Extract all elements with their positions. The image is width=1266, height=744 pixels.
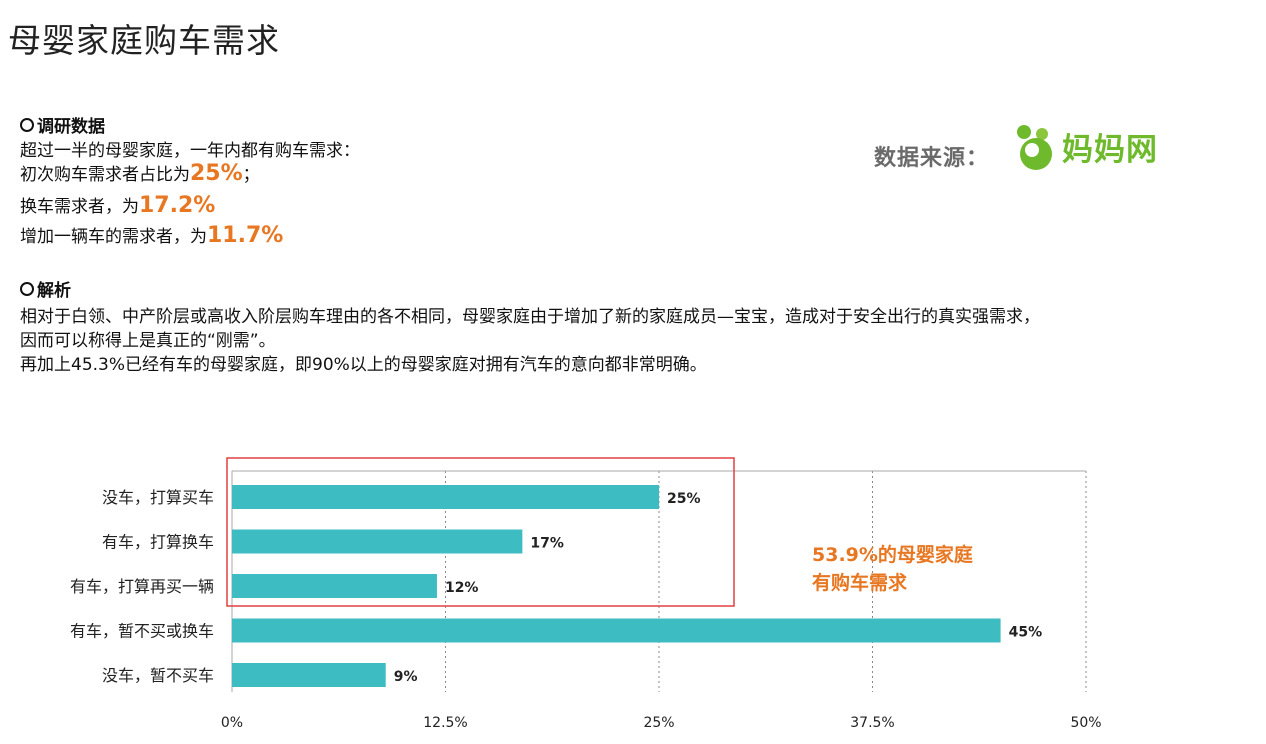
survey-line-2-prefix: 初次购车需求者占比为 — [20, 165, 190, 185]
category-label: 有车，打算再买一辆 — [70, 577, 214, 596]
data-label: 12% — [445, 580, 479, 596]
note-line-2: 有购车需求 — [812, 572, 908, 594]
chart-x-ticks: 0% 12.5% 25% 37.5% 50% — [221, 715, 1102, 731]
x-tick-label: 0% — [221, 715, 243, 731]
chart-bars — [232, 485, 1001, 687]
category-label: 没车，打算买车 — [102, 488, 214, 507]
logo-text: 妈妈网 — [1062, 132, 1158, 168]
survey-line-3-prefix: 换车需求者，为 — [20, 197, 139, 217]
survey-heading: 调研数据 — [20, 112, 105, 137]
chart-data-labels: 25% 17% 12% 45% 9% — [394, 491, 1042, 685]
x-tick-label: 50% — [1070, 715, 1101, 731]
survey-line-4-value: 11.7% — [207, 223, 284, 248]
data-label: 17% — [530, 536, 564, 552]
analysis-line-1: 相对于白领、中产阶层或高收入阶层购车理由的各不相同，母婴家庭由于增加了新的家庭成… — [20, 307, 1040, 327]
mamawang-logo-icon — [1017, 125, 1052, 170]
survey-line-3: 换车需求者，为17.2% — [20, 192, 215, 218]
bar-chart: 没车，打算买车有车，打算换车有车，打算再买一辆有车，暂不买或换车没车，暂不买车 … — [70, 457, 1102, 731]
page-title: 母婴家庭购车需求 — [8, 21, 280, 60]
highlight-box — [226, 457, 735, 607]
category-label: 有车，打算换车 — [102, 533, 214, 552]
bar — [232, 618, 1001, 643]
analysis-line-2: 因而可以称得上是真正的“刚需”。 — [20, 331, 276, 351]
note-line-1: 53.9%的母婴家庭 — [812, 544, 973, 566]
bar — [232, 529, 523, 554]
bar — [232, 663, 386, 687]
category-label: 有车，暂不买或换车 — [70, 622, 214, 641]
survey-line-2: 初次购车需求者占比为25%； — [20, 160, 260, 186]
data-label: 25% — [667, 491, 701, 507]
circle-bullet-icon — [20, 281, 34, 296]
data-source-label: 数据来源： — [874, 146, 990, 171]
survey-line-1: 超过一半的母婴家庭，一年内都有购车需求： — [20, 141, 360, 161]
x-tick-label: 25% — [643, 715, 674, 731]
x-tick-label: 37.5% — [850, 715, 894, 731]
survey-line-3-value: 17.2% — [139, 193, 216, 218]
category-label: 没车，暂不买车 — [102, 666, 214, 685]
analysis-heading: 解析 — [20, 276, 71, 301]
data-label: 9% — [394, 669, 418, 685]
bar — [232, 574, 437, 598]
bar — [232, 485, 659, 509]
data-label: 45% — [1009, 625, 1043, 641]
survey-line-4: 增加一辆车的需求者，为11.7% — [20, 222, 283, 248]
x-tick-label: 12.5% — [423, 715, 467, 731]
survey-line-4-prefix: 增加一辆车的需求者，为 — [20, 227, 207, 247]
circle-bullet-icon — [20, 117, 34, 132]
analysis-line-3: 再加上45.3%已经有车的母婴家庭，即90%以上的母婴家庭对拥有汽车的意向都非常… — [20, 355, 707, 375]
survey-line-2-value: 25% — [190, 161, 243, 186]
analysis-heading-text: 解析 — [37, 281, 71, 301]
survey-line-2-suffix: ； — [242, 165, 260, 185]
survey-heading-text: 调研数据 — [37, 117, 105, 137]
